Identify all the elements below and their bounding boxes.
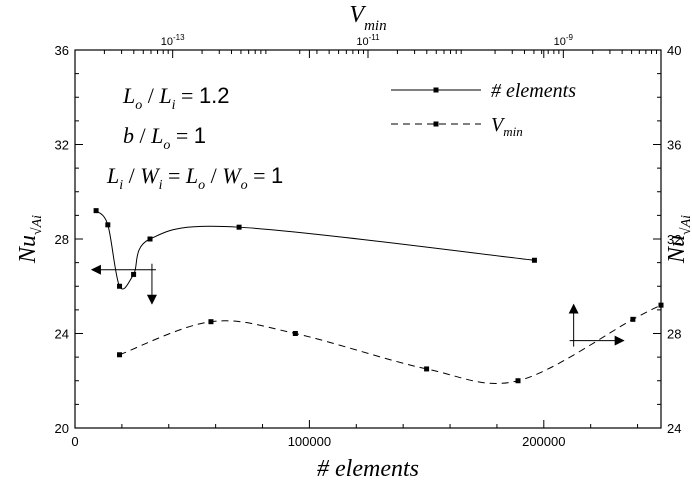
y2-tick-label: 36 [667,138,681,153]
y2-axis-title-text: Nu [664,235,690,264]
data-point-series-1 [147,236,153,242]
legend-label-text: V [491,114,506,136]
annotation-eq: = [248,163,271,188]
annotation-sub: i [119,178,123,193]
y2-tick-label: 28 [667,327,681,342]
annotation-var: L [158,83,171,108]
data-point-series-2 [515,378,521,384]
annotation-3: Li / Wi = Lo / Wo = 1 [106,163,283,193]
y-tick-label: 36 [55,43,69,58]
data-point-series-2 [630,316,636,322]
x-axis-title-text: # elements [317,456,419,482]
x2-tick-label: 10-13 [161,33,185,48]
x-tick-label: 100000 [288,434,331,449]
series-line-1 [95,210,535,290]
x2-tick-base: 10 [161,36,173,48]
series-line-2 [119,304,661,384]
y2-axis-title: Nu√Ai [664,215,692,264]
x2-tick-exp: -9 [566,33,574,42]
x-tick-label: 0 [71,434,78,449]
annotation-var: W [140,163,160,188]
legend-marker-1 [433,87,439,93]
legend-label-1: # elements [491,80,576,102]
data-point-series-1 [531,257,537,263]
y-axis-title-sub: √Ai [30,215,45,235]
annotation-sub: i [172,98,176,113]
annotation-op: / [134,123,151,148]
annotation-sub: o [163,138,170,153]
series [93,208,664,384]
annotation-var: W [222,163,242,188]
x2-axis-title: Vmin [349,2,386,34]
annotation-eq: = [176,83,199,108]
annotation-1: Lo / Li = 1.2 [122,83,230,113]
data-point-series-1 [117,283,123,289]
annotations: Lo / Li = 1.2b / Lo = 1Li / Wi = Lo / Wo… [106,83,283,193]
x2-axis-title-text: V [349,2,366,28]
y-axis-title: Nu√Ai [15,215,45,264]
annotation-value: 1 [194,123,206,148]
y-tick-label: 28 [55,232,69,247]
legend-label-sub: min [503,124,523,139]
data-point-series-2 [208,319,214,325]
y-tick-label: 32 [55,138,69,153]
annotation-op: / [142,83,159,108]
y2-tick-label: 32 [667,232,681,247]
x-tick-label: 200000 [522,434,565,449]
data-point-series-2 [424,366,430,372]
y-tick-label: 20 [55,421,69,436]
y-tick-label: 24 [55,327,69,342]
y-axis-title-text: Nu [15,235,41,264]
x2-tick-base: 10 [356,36,368,48]
x2-tick-exp: -13 [173,33,185,42]
annotation-var: L [122,83,135,108]
annotation-sub: o [198,178,205,193]
annotation-op: = [162,163,185,188]
data-point-series-1 [236,224,242,230]
annotation-op: / [205,163,222,188]
annotation-value: 1 [271,163,283,188]
y2-axis-title-sub: √Ai [679,215,692,235]
annotation-2: b / Lo = 1 [123,123,206,153]
legend-label-text: # elements [491,80,576,102]
annotation-var: L [106,163,119,188]
indicator-arrows [90,263,625,347]
legend: # elements Vmin [391,80,576,139]
annotation-sub: o [135,98,142,113]
data-point-series-2 [117,352,123,358]
annotation-value: 1.2 [199,83,230,108]
data-point-series-2 [658,302,664,308]
data-point-series-1 [105,222,111,228]
x-axis-title: # elements [317,456,419,482]
annotation-var: b [123,123,134,148]
x2-tick-base: 10 [554,36,566,48]
x2-axis-title-sub: min [364,18,387,34]
annotation-var: L [150,123,163,148]
annotation-var: L [185,163,198,188]
annotation-sub: i [159,178,163,193]
legend-marker-2 [433,121,439,127]
data-point-series-1 [131,271,137,277]
data-point-series-1 [93,208,99,214]
x2-tick-exp: -11 [369,33,381,42]
x2-tick-label: 10-11 [356,33,380,48]
legend-label-2: Vmin [491,114,523,139]
annotation-sub: o [241,178,248,193]
annotation-eq: = [170,123,193,148]
annotation-op: / [123,163,140,188]
x2-tick-label: 10-9 [554,33,574,48]
y2-tick-label: 24 [667,421,681,436]
data-point-series-2 [292,331,298,336]
y2-tick-label: 40 [667,43,681,58]
